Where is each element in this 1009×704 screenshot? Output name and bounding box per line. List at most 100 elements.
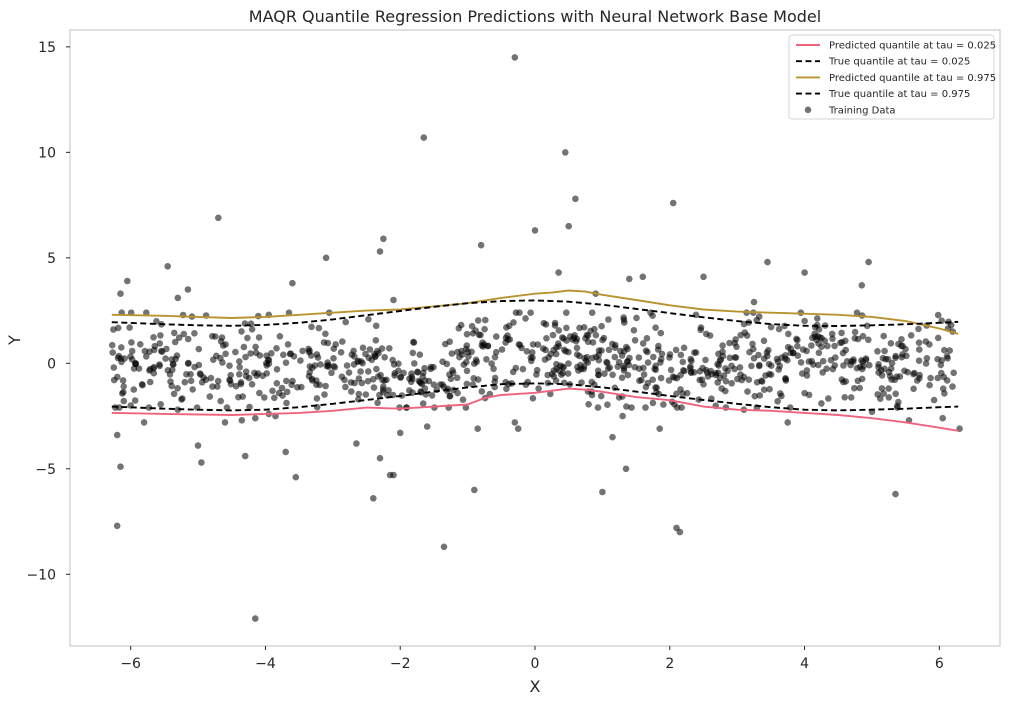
data-point <box>113 431 121 439</box>
data-point <box>572 195 579 203</box>
data-point <box>278 384 286 392</box>
data-point <box>642 347 650 355</box>
data-point <box>790 349 797 357</box>
data-point <box>313 395 321 402</box>
data-point <box>158 347 165 355</box>
data-point <box>620 364 628 372</box>
data-point <box>463 380 471 388</box>
data-point <box>640 364 647 372</box>
data-point <box>421 364 428 372</box>
data-point <box>482 316 489 324</box>
data-point <box>823 365 830 373</box>
data-point <box>463 330 471 338</box>
data-point <box>140 419 148 426</box>
data-point <box>793 335 800 343</box>
data-point <box>252 414 259 422</box>
data-point <box>831 342 838 350</box>
data-point <box>515 341 523 348</box>
data-point <box>390 296 397 304</box>
data-point <box>529 349 536 356</box>
data-point <box>397 373 405 381</box>
series-line-2 <box>111 382 959 412</box>
data-point <box>166 371 174 378</box>
data-point <box>236 358 243 365</box>
data-point <box>474 317 482 324</box>
data-point <box>680 344 688 352</box>
axis-ticks: −6 −4 −2 0 2 4 6 −10 −5 0 5 10 15 <box>26 40 943 672</box>
data-point <box>232 348 239 356</box>
data-point <box>743 332 751 339</box>
data-point <box>337 349 345 356</box>
data-point <box>479 339 486 346</box>
data-point <box>214 383 221 390</box>
data-point <box>207 374 215 382</box>
data-point <box>878 385 886 392</box>
data-point <box>810 361 817 368</box>
data-point <box>732 354 740 361</box>
data-point <box>840 362 847 369</box>
data-point <box>856 384 863 392</box>
data-point <box>534 341 542 348</box>
data-point <box>454 348 461 356</box>
data-point <box>949 383 956 390</box>
data-point <box>588 309 596 317</box>
data-point <box>756 362 763 370</box>
data-point <box>481 325 488 333</box>
data-point <box>768 362 775 370</box>
data-point <box>353 440 360 447</box>
data-point <box>712 369 720 377</box>
data-point <box>548 370 556 378</box>
data-point <box>698 376 706 384</box>
data-point <box>907 332 915 339</box>
data-point <box>851 328 859 336</box>
data-point <box>120 383 127 390</box>
data-point <box>396 429 404 437</box>
data-point <box>391 369 399 377</box>
legend-box <box>788 34 995 120</box>
data-point <box>726 354 734 362</box>
data-point <box>512 364 520 372</box>
data-point <box>355 375 363 382</box>
data-point <box>922 338 930 345</box>
data-point <box>453 374 461 382</box>
data-point <box>242 368 250 376</box>
data-point <box>381 354 389 361</box>
data-point <box>814 315 821 322</box>
data-point <box>491 378 499 386</box>
data-point <box>939 385 947 393</box>
data-point <box>638 376 645 384</box>
data-point <box>611 353 619 361</box>
data-point <box>829 335 836 343</box>
data-point <box>128 347 136 355</box>
data-point <box>511 54 519 61</box>
data-point <box>256 389 263 397</box>
data-point <box>184 360 192 367</box>
data-point <box>838 329 845 337</box>
data-point <box>120 388 127 396</box>
data-point <box>408 373 416 381</box>
data-point <box>941 346 948 354</box>
data-point <box>639 273 647 281</box>
data-point <box>376 248 384 255</box>
data-point <box>428 392 436 399</box>
data-point <box>206 393 214 400</box>
data-point <box>289 279 296 287</box>
y-tick-label: 5 <box>47 251 56 267</box>
data-point <box>187 370 194 378</box>
data-point <box>828 330 836 338</box>
data-point <box>626 354 633 362</box>
data-point <box>279 392 286 399</box>
series-line-3 <box>111 289 959 335</box>
data-point <box>114 324 122 332</box>
data-point <box>253 372 260 380</box>
data-point <box>511 419 519 426</box>
data-point <box>880 332 887 340</box>
data-point <box>851 384 858 392</box>
data-point <box>866 361 873 369</box>
data-point <box>162 355 169 362</box>
data-point <box>934 334 942 342</box>
data-point <box>128 339 135 346</box>
data-point <box>411 360 418 367</box>
data-point <box>595 356 603 364</box>
data-point <box>699 364 706 372</box>
